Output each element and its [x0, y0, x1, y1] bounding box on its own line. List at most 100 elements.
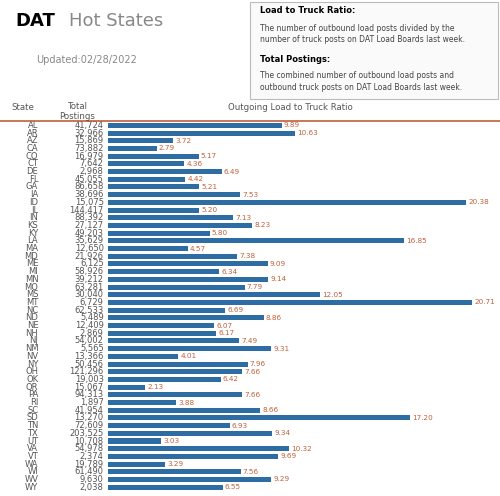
Text: MI: MI [28, 267, 38, 276]
Text: 15,067: 15,067 [74, 382, 104, 392]
Bar [108, 215, 233, 220]
Text: 13,366: 13,366 [74, 352, 104, 361]
Bar [108, 469, 240, 474]
Bar [108, 239, 405, 244]
Text: LA: LA [28, 237, 38, 246]
Text: 144,417: 144,417 [70, 205, 103, 215]
Text: State: State [11, 103, 34, 112]
Text: 10,708: 10,708 [74, 436, 104, 445]
Bar [108, 377, 220, 382]
Text: 2,869: 2,869 [80, 329, 104, 338]
Bar [108, 431, 272, 436]
Text: 41,954: 41,954 [75, 406, 104, 415]
Text: 5,565: 5,565 [80, 344, 104, 353]
Text: 7.49: 7.49 [242, 338, 258, 344]
Text: GA: GA [26, 183, 38, 191]
Text: VT: VT [28, 452, 38, 461]
Text: 2.79: 2.79 [159, 145, 175, 151]
Text: 35,629: 35,629 [74, 237, 104, 246]
Text: 6.07: 6.07 [216, 322, 232, 328]
Bar [108, 331, 216, 336]
Text: Updated:02/28/2022: Updated:02/28/2022 [36, 55, 138, 65]
Text: 63,281: 63,281 [74, 283, 104, 292]
Text: 7.96: 7.96 [250, 361, 266, 367]
Text: 9.69: 9.69 [280, 453, 296, 459]
Text: 15,075: 15,075 [74, 198, 104, 207]
Bar [108, 354, 178, 359]
Text: 12,650: 12,650 [74, 244, 104, 253]
Text: SD: SD [26, 413, 38, 423]
Text: 5.17: 5.17 [200, 153, 217, 159]
Text: 6,125: 6,125 [80, 259, 104, 268]
Text: 38,696: 38,696 [74, 190, 104, 199]
Text: 9.31: 9.31 [274, 346, 289, 352]
Text: 21,926: 21,926 [74, 252, 104, 261]
Text: Load to Truck Ratio:: Load to Truck Ratio: [260, 6, 356, 15]
Text: 7.53: 7.53 [242, 191, 258, 197]
Bar [108, 292, 320, 297]
Text: NJ: NJ [30, 336, 38, 345]
Text: 6.93: 6.93 [232, 423, 248, 429]
Text: NE: NE [26, 321, 38, 330]
Text: 4.57: 4.57 [190, 246, 206, 251]
Bar [108, 438, 161, 443]
Bar [108, 323, 214, 328]
Bar [108, 384, 145, 390]
Text: Hot States: Hot States [69, 12, 163, 30]
Text: 9.09: 9.09 [270, 261, 286, 267]
Text: 41,724: 41,724 [74, 121, 104, 130]
Text: OK: OK [26, 375, 38, 384]
Text: 19,003: 19,003 [74, 375, 104, 384]
Bar [108, 261, 268, 266]
Text: 7.56: 7.56 [243, 469, 259, 475]
Bar [108, 138, 173, 143]
Text: PA: PA [28, 390, 38, 399]
Bar [108, 346, 272, 351]
Bar [108, 192, 240, 197]
Text: TN: TN [27, 421, 38, 430]
Text: 15,869: 15,869 [74, 136, 104, 145]
Text: MA: MA [25, 244, 38, 253]
Bar [108, 315, 264, 320]
Bar [108, 338, 240, 343]
Bar [108, 169, 222, 174]
Text: NH: NH [26, 329, 38, 338]
Text: 86,658: 86,658 [74, 183, 104, 191]
Text: 94,313: 94,313 [74, 390, 104, 399]
Text: 6.55: 6.55 [225, 484, 241, 490]
Text: 8.66: 8.66 [262, 407, 278, 413]
Bar [108, 246, 188, 251]
Text: 50,456: 50,456 [74, 360, 104, 369]
Text: 6.34: 6.34 [222, 269, 238, 275]
Text: CO: CO [26, 152, 38, 161]
Text: ND: ND [26, 313, 38, 322]
Text: 8.23: 8.23 [254, 222, 270, 229]
Bar [108, 161, 184, 166]
Text: FL: FL [29, 175, 38, 184]
Bar [108, 154, 198, 159]
Text: ME: ME [26, 259, 38, 268]
Bar [108, 423, 230, 428]
Bar [108, 269, 219, 274]
Bar [108, 207, 199, 213]
Text: MO: MO [24, 283, 38, 292]
Text: MN: MN [24, 275, 38, 284]
Text: 2.13: 2.13 [147, 384, 164, 390]
Text: 6.17: 6.17 [218, 330, 234, 336]
Text: 7.13: 7.13 [235, 215, 252, 221]
Text: 13,270: 13,270 [74, 413, 104, 423]
Bar [108, 446, 290, 451]
Text: 12.05: 12.05 [322, 292, 342, 298]
Text: 9.34: 9.34 [274, 431, 290, 436]
Text: AL: AL [28, 121, 38, 130]
Text: NC: NC [26, 306, 38, 314]
Text: 7,642: 7,642 [80, 159, 104, 168]
Text: 4.36: 4.36 [186, 161, 202, 167]
Text: AR: AR [26, 128, 38, 137]
Text: The combined number of outbound load posts and
outbound truck posts on DAT Load : The combined number of outbound load pos… [260, 71, 462, 92]
Text: ID: ID [29, 198, 38, 207]
Text: IA: IA [30, 190, 38, 199]
Text: 9.14: 9.14 [270, 276, 286, 282]
FancyBboxPatch shape [250, 2, 498, 99]
Bar [108, 223, 253, 228]
